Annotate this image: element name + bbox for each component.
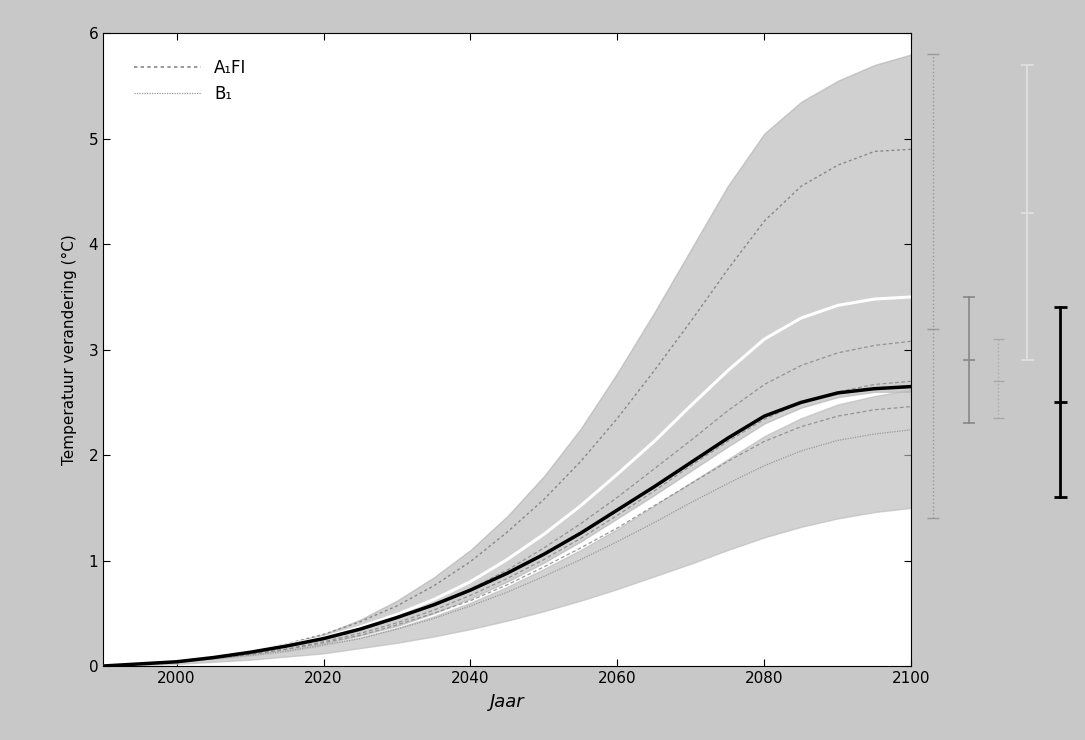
X-axis label: Jaar: Jaar <box>490 693 524 711</box>
Legend: A₁FI, B₁: A₁FI, B₁ <box>127 53 253 110</box>
Y-axis label: Temperatuur verandering (°C): Temperatuur verandering (°C) <box>62 235 77 465</box>
